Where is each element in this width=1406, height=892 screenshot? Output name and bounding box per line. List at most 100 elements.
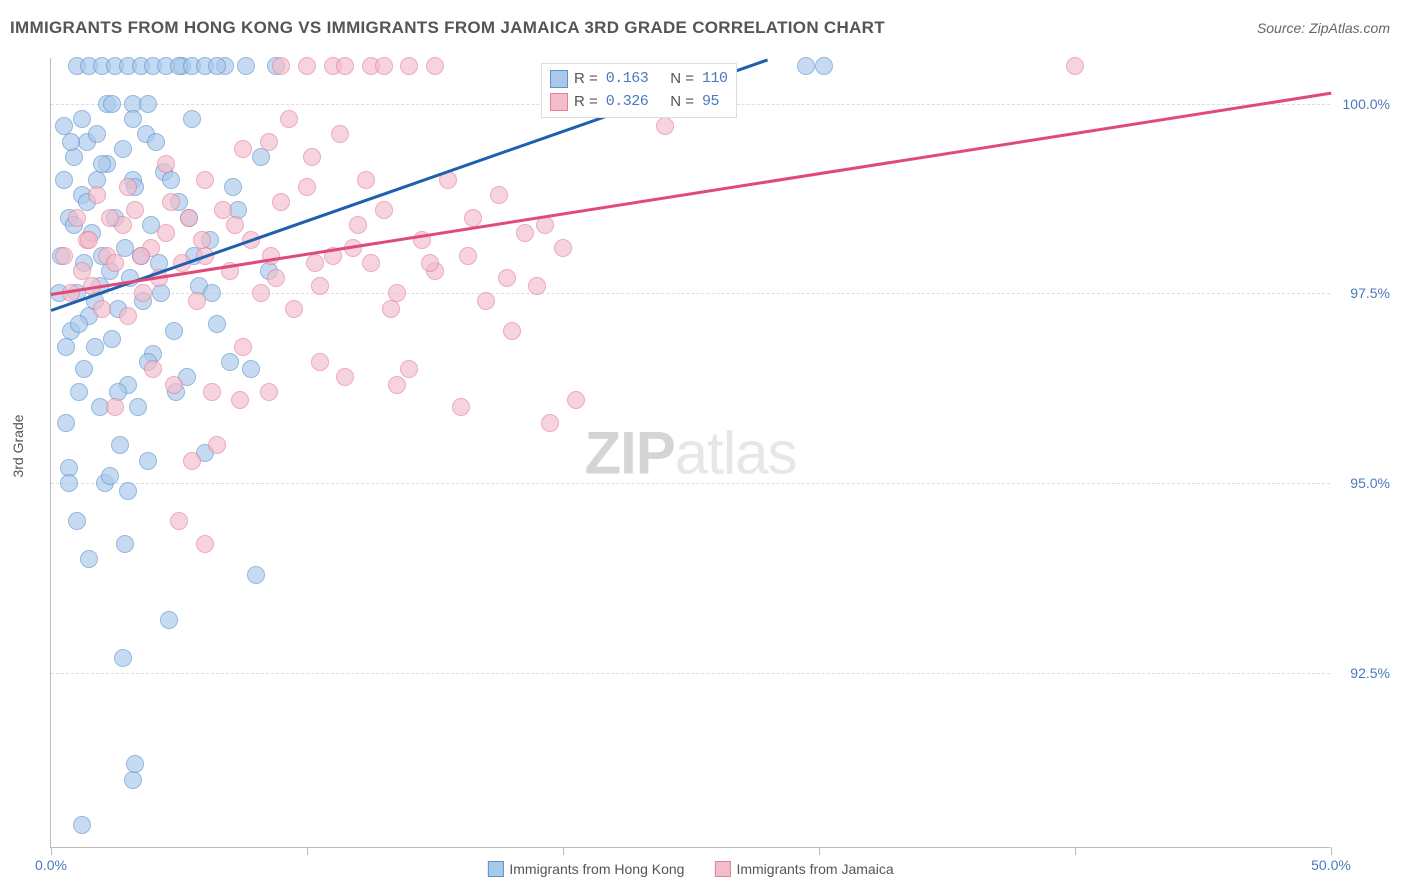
data-point	[226, 216, 244, 234]
trendline	[51, 92, 1331, 296]
data-point	[88, 186, 106, 204]
data-point	[203, 284, 221, 302]
data-point	[214, 201, 232, 219]
data-point	[103, 330, 121, 348]
data-point	[208, 315, 226, 333]
legend-item: Immigrants from Hong Kong	[487, 861, 684, 877]
data-point	[134, 284, 152, 302]
data-point	[73, 816, 91, 834]
data-point	[298, 178, 316, 196]
data-point	[252, 284, 270, 302]
data-point	[193, 231, 211, 249]
legend-swatch	[714, 861, 730, 877]
data-point	[464, 209, 482, 227]
data-point	[272, 57, 290, 75]
r-label: R =	[574, 68, 598, 91]
data-point	[70, 383, 88, 401]
data-point	[162, 193, 180, 211]
data-point	[554, 239, 572, 257]
legend-label: Immigrants from Hong Kong	[509, 861, 684, 877]
legend-series: Immigrants from Hong Kong Immigrants from…	[487, 861, 893, 877]
chart-title: IMMIGRANTS FROM HONG KONG VS IMMIGRANTS …	[10, 18, 885, 38]
data-point	[231, 391, 249, 409]
data-point	[60, 474, 78, 492]
data-point	[180, 209, 198, 227]
data-point	[57, 338, 75, 356]
data-point	[331, 125, 349, 143]
data-point	[260, 383, 278, 401]
data-point	[62, 133, 80, 151]
data-point	[106, 398, 124, 416]
data-point	[101, 209, 119, 227]
legend-stats: R =0.163N =110R =0.326N = 95	[541, 63, 737, 118]
data-point	[375, 57, 393, 75]
data-point	[459, 247, 477, 265]
gridline	[51, 293, 1330, 294]
ytick-label: 95.0%	[1350, 475, 1390, 491]
data-point	[272, 193, 290, 211]
data-point	[382, 300, 400, 318]
xtick	[51, 847, 52, 855]
data-point	[567, 391, 585, 409]
data-point	[88, 125, 106, 143]
xtick	[1331, 847, 1332, 855]
data-point	[119, 307, 137, 325]
legend-row: R =0.163N =110	[550, 68, 728, 91]
data-point	[80, 231, 98, 249]
data-point	[119, 178, 137, 196]
data-point	[234, 338, 252, 356]
data-point	[208, 436, 226, 454]
watermark: ZIPatlas	[584, 418, 796, 487]
data-point	[362, 254, 380, 272]
data-point	[311, 277, 329, 295]
data-point	[452, 398, 470, 416]
data-point	[68, 209, 86, 227]
data-point	[336, 368, 354, 386]
legend-item: Immigrants from Jamaica	[714, 861, 893, 877]
data-point	[75, 360, 93, 378]
data-point	[280, 110, 298, 128]
source-label: Source: ZipAtlas.com	[1257, 20, 1390, 36]
data-point	[116, 535, 134, 553]
data-point	[126, 755, 144, 773]
xtick	[819, 847, 820, 855]
data-point	[224, 178, 242, 196]
data-point	[152, 284, 170, 302]
data-point	[147, 133, 165, 151]
data-point	[388, 376, 406, 394]
data-point	[124, 771, 142, 789]
data-point	[336, 57, 354, 75]
data-point	[183, 452, 201, 470]
data-point	[55, 171, 73, 189]
data-point	[221, 353, 239, 371]
data-point	[103, 95, 121, 113]
data-point	[132, 247, 150, 265]
data-point	[298, 57, 316, 75]
data-point	[160, 611, 178, 629]
data-point	[656, 117, 674, 135]
ytick-label: 100.0%	[1343, 96, 1390, 112]
data-point	[303, 148, 321, 166]
data-point	[797, 57, 815, 75]
data-point	[203, 383, 221, 401]
data-point	[260, 133, 278, 151]
data-point	[126, 201, 144, 219]
data-point	[157, 155, 175, 173]
gridline	[51, 483, 1330, 484]
xtick-label: 0.0%	[35, 857, 67, 873]
legend-row: R =0.326N = 95	[550, 91, 728, 114]
data-point	[400, 360, 418, 378]
data-point	[157, 224, 175, 242]
n-label: N =	[670, 68, 694, 91]
chart-container: IMMIGRANTS FROM HONG KONG VS IMMIGRANTS …	[0, 0, 1406, 892]
data-point	[306, 254, 324, 272]
data-point	[477, 292, 495, 310]
y-axis-label: 3rd Grade	[10, 414, 26, 477]
data-point	[208, 57, 226, 75]
data-point	[349, 216, 367, 234]
data-point	[503, 322, 521, 340]
legend-label: Immigrants from Jamaica	[736, 861, 893, 877]
data-point	[80, 550, 98, 568]
data-point	[86, 338, 104, 356]
data-point	[57, 414, 75, 432]
